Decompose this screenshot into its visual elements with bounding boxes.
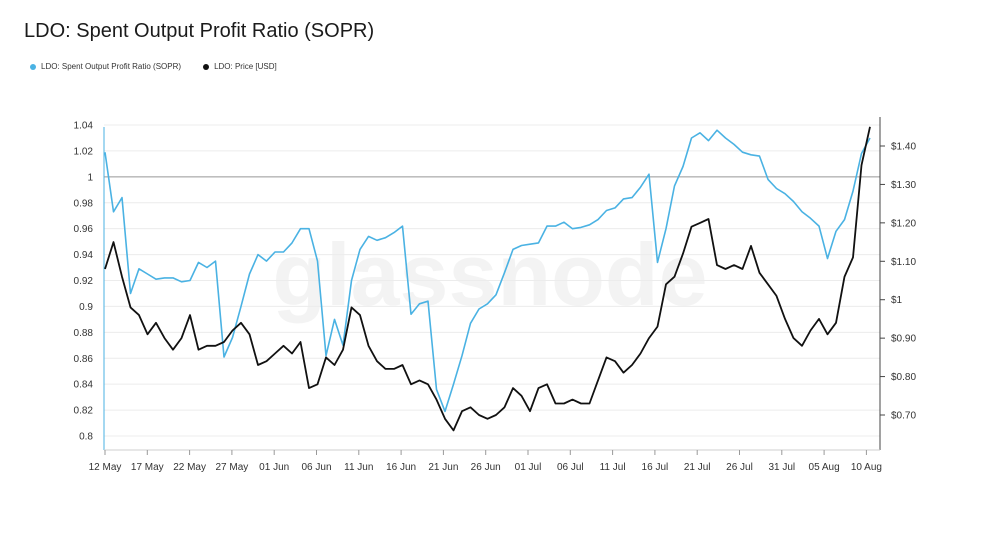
legend-item-price[interactable]: LDO: Price [USD] [203, 62, 277, 71]
x-tick-label: 10 Aug [851, 462, 882, 473]
y-left-tick-label: 0.96 [74, 224, 94, 235]
y-left-tick-label: 0.9 [79, 302, 93, 313]
legend-item-sopr[interactable]: LDO: Spent Output Profit Ratio (SOPR) [30, 62, 181, 71]
x-tick-label: 17 May [131, 462, 164, 473]
legend: LDO: Spent Output Profit Ratio (SOPR) LD… [30, 62, 277, 71]
y-left-tick-label: 0.94 [74, 250, 94, 261]
y-right-tick-label: $1.10 [891, 257, 916, 268]
x-tick-label: 11 Jul [600, 462, 626, 473]
y-right-tick-label: $1.20 [891, 218, 916, 229]
x-tick-label: 12 May [89, 462, 122, 473]
x-tick-label: 26 Jun [471, 462, 501, 473]
x-tick-label: 21 Jul [684, 462, 711, 473]
y-right-tick-label: $1.30 [891, 180, 916, 191]
y-left-tick-label: 0.92 [74, 276, 94, 287]
legend-label-sopr: LDO: Spent Output Profit Ratio (SOPR) [41, 62, 182, 71]
x-tick-label: 16 Jul [642, 462, 669, 473]
watermark: glassnode [272, 225, 707, 324]
y-left-tick-label: 0.8 [79, 432, 93, 443]
x-tick-label: 06 Jun [301, 462, 331, 473]
y-left-tick-label: 0.98 [74, 198, 94, 209]
legend-swatch-sopr [30, 63, 36, 70]
x-tick-label: 11 Jun [344, 462, 373, 473]
y-left-tick-label: 0.82 [74, 406, 94, 417]
y-left-tick-label: 1.02 [74, 146, 94, 157]
y-left-tick-label: 0.88 [74, 328, 94, 339]
x-tick-label: 21 Jun [428, 462, 458, 473]
y-left-tick-label: 0.86 [74, 354, 94, 365]
x-tick-label: 22 May [173, 462, 206, 473]
y-right-tick-label: $1.40 [891, 142, 916, 153]
y-left-tick-label: 1 [87, 172, 93, 183]
x-tick-label: 01 Jun [259, 462, 289, 473]
x-tick-label: 01 Jul [515, 462, 542, 473]
x-tick-label: 16 Jun [386, 462, 416, 473]
y-right-tick-label: $0.90 [891, 334, 916, 345]
y-left-tick-label: 1.04 [74, 121, 94, 132]
x-tick-label: 06 Jul [557, 462, 584, 473]
chart-title: LDO: Spent Output Profit Ratio (SOPR) [24, 20, 375, 42]
y-right-tick-label: $1 [891, 295, 903, 306]
x-tick-label: 31 Jul [768, 462, 795, 473]
y-right-tick-label: $0.70 [891, 411, 916, 422]
x-tick-label: 05 Aug [809, 462, 840, 473]
series-line-price [104, 126, 871, 432]
legend-swatch-price [203, 63, 210, 70]
x-tick-label: 26 Jul [726, 462, 753, 473]
x-tick-label: 27 May [216, 462, 249, 473]
y-right-tick-label: $0.80 [891, 372, 916, 383]
legend-label-price: LDO: Price [USD] [214, 62, 277, 71]
y-left-tick-label: 0.84 [74, 380, 94, 391]
series-line-sopr [104, 129, 871, 413]
